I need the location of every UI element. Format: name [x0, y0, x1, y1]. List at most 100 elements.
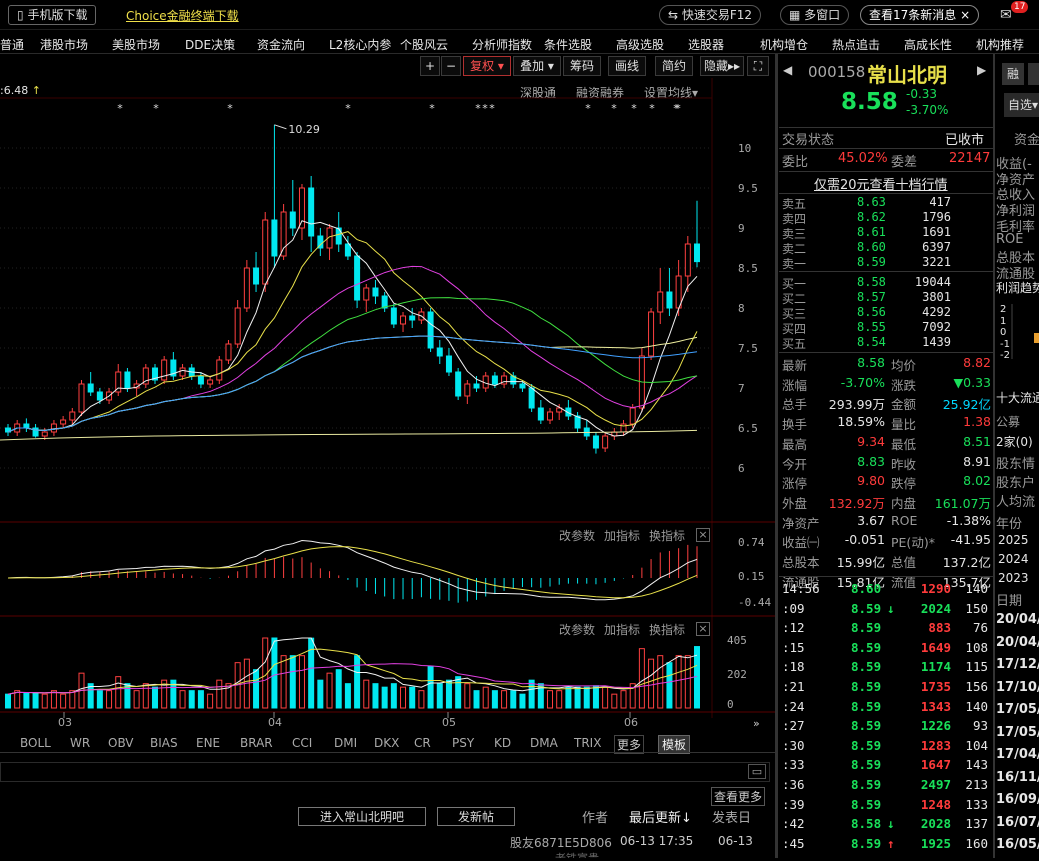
menu-item[interactable]: 普通	[0, 38, 25, 52]
volume-bar[interactable]	[326, 672, 333, 709]
indicator-tab[interactable]: WR	[70, 736, 91, 750]
mobile-download-button[interactable]: ▯ 手机版下载	[8, 5, 97, 25]
date-item[interactable]: 16/11/	[996, 769, 1039, 785]
volume-bar[interactable]	[537, 683, 544, 709]
volume-bar[interactable]	[381, 686, 388, 709]
event-marker[interactable]: *	[482, 102, 488, 115]
order-book-row[interactable]: 卖五 8.63 417	[779, 195, 994, 211]
indicator-tab[interactable]: DMI	[334, 736, 358, 750]
volume-bar[interactable]	[390, 683, 397, 709]
candle-body[interactable]	[197, 375, 204, 385]
indicator-tab[interactable]: PSY	[452, 736, 475, 750]
menu-item[interactable]: 港股市场	[40, 38, 89, 52]
candle-body[interactable]	[381, 295, 388, 309]
volume-bar[interactable]	[32, 692, 39, 709]
candle-body[interactable]	[363, 287, 370, 301]
candle-body[interactable]	[161, 359, 168, 381]
next-stock-icon[interactable]: ▶	[977, 63, 987, 77]
volume-bar[interactable]	[620, 690, 627, 709]
menu-item[interactable]: DDE决策	[185, 38, 236, 52]
volume-bar[interactable]	[335, 669, 342, 709]
volume-bar[interactable]	[363, 679, 370, 709]
volume-bar[interactable]	[583, 686, 590, 709]
multi-window-button[interactable]: ▦ 多窗口	[780, 5, 850, 25]
candle-body[interactable]	[565, 407, 572, 417]
date-item[interactable]: 16/05/	[996, 837, 1039, 852]
tick-row[interactable]: :42 8.58 ↓ 2028 137	[779, 816, 994, 835]
candle-body[interactable]	[547, 411, 554, 421]
candle-body[interactable]	[657, 291, 664, 313]
shsz-link[interactable]: 深股通	[520, 86, 557, 100]
volume-bar[interactable]	[271, 637, 278, 709]
indicator-tab[interactable]: OBV	[108, 736, 134, 750]
volume-bar[interactable]	[69, 690, 76, 709]
volume-bar[interactable]	[629, 683, 636, 709]
order-book-row[interactable]: 卖三 8.61 1691	[779, 225, 994, 241]
volume-bar[interactable]	[648, 658, 655, 709]
candle-body[interactable]	[243, 267, 250, 309]
candle-body[interactable]	[666, 291, 673, 309]
volume-bar[interactable]	[96, 690, 103, 709]
event-marker[interactable]: *	[489, 102, 495, 115]
menu-item[interactable]: 美股市场	[112, 38, 161, 52]
tick-row[interactable]: :18 8.59 1174 115	[779, 659, 994, 678]
order-book-row[interactable]: 买五 8.54 1439	[779, 335, 994, 351]
tick-row[interactable]: :45 8.59 ↑ 1925 160	[779, 836, 994, 855]
volume-bar[interactable]	[427, 665, 434, 709]
menu-item[interactable]: 选股器	[688, 38, 725, 52]
menu-item[interactable]: 机构推荐	[976, 38, 1025, 52]
year-item[interactable]: 2025	[998, 533, 1029, 547]
date-item[interactable]: 17/12/	[996, 657, 1039, 672]
simple-button[interactable]: 简约	[655, 56, 693, 76]
volume-bar[interactable]	[528, 679, 535, 709]
close-icon[interactable]: ×	[960, 8, 971, 22]
volume-bar[interactable]	[5, 693, 11, 709]
macd-params-button[interactable]: 改参数	[559, 529, 596, 543]
volume-bar[interactable]	[611, 693, 618, 709]
post-user[interactable]: 股友6871E5D806	[510, 836, 612, 850]
template-button[interactable]: 模板	[658, 735, 691, 754]
volume-bar[interactable]	[197, 690, 204, 709]
event-marker[interactable]: *	[675, 102, 681, 115]
event-marker[interactable]: *	[611, 102, 617, 115]
more-indicators-button[interactable]: 更多	[614, 735, 645, 754]
volume-bar[interactable]	[298, 655, 305, 709]
candle-body[interactable]	[390, 307, 397, 325]
volume-bar[interactable]	[510, 690, 517, 709]
candle-body[interactable]	[648, 311, 655, 357]
volume-bar[interactable]	[602, 686, 609, 709]
indicator-tab[interactable]: TRIX	[574, 736, 602, 750]
candle-body[interactable]	[326, 227, 333, 249]
candle-body[interactable]	[234, 307, 241, 345]
candle-body[interactable]	[537, 407, 544, 421]
candle-body[interactable]	[556, 407, 563, 413]
volume-bar[interactable]	[253, 669, 260, 709]
tick-row[interactable]: :36 8.59 2497 213	[779, 777, 994, 796]
order-book-row[interactable]: 买一 8.58 19044	[779, 275, 994, 291]
candle-body[interactable]	[308, 187, 315, 237]
fullscreen-icon[interactable]: ⛶	[747, 56, 769, 76]
candle-body[interactable]	[151, 367, 158, 381]
candle-body[interactable]	[629, 407, 636, 425]
tick-row[interactable]: 14:56 8.60 1290 140	[779, 581, 994, 600]
menu-item[interactable]: 热点追击	[832, 38, 881, 52]
candle-body[interactable]	[436, 347, 443, 357]
volume-bar[interactable]	[445, 679, 452, 709]
order-book-row[interactable]: 买四 8.55 7092	[779, 320, 994, 336]
volume-bar[interactable]	[87, 683, 94, 709]
volume-bar[interactable]	[216, 679, 223, 709]
candle-body[interactable]	[455, 371, 462, 397]
menu-item[interactable]: 机构增仓	[760, 38, 809, 52]
vol-close-icon[interactable]: ×	[696, 622, 710, 636]
volume-bar[interactable]	[409, 686, 416, 709]
overlay-dropdown[interactable]: 叠加 ▾	[513, 56, 561, 76]
fund-tab[interactable]: 资金	[1014, 133, 1039, 148]
volume-bar[interactable]	[142, 683, 149, 709]
date-item[interactable]: 20/04/	[996, 634, 1039, 650]
menu-item[interactable]: L2核心内参	[329, 38, 392, 52]
view-more-button[interactable]: 查看更多	[711, 787, 766, 806]
candle-body[interactable]	[372, 287, 379, 297]
volume-bar[interactable]	[684, 655, 691, 709]
event-marker[interactable]: *	[585, 102, 591, 115]
event-marker[interactable]: *	[429, 102, 435, 115]
